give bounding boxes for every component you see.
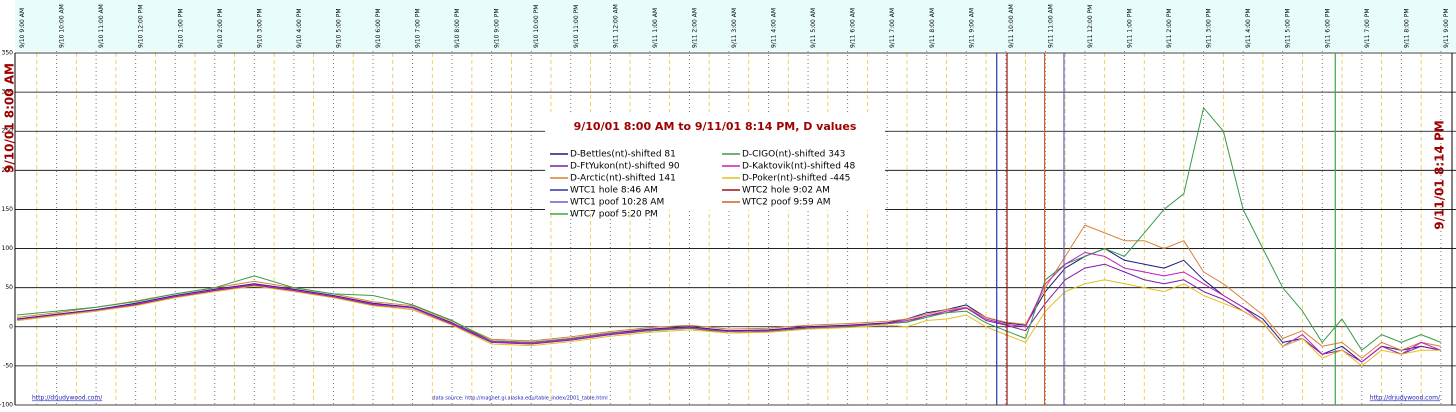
x-tick-label: 9/11 5:00 PM — [1285, 8, 1292, 48]
y-tick-label: 0 — [9, 323, 13, 330]
x-tick-label: 9/11 12:00 PM — [1087, 5, 1094, 48]
y-tick-label: 50 — [5, 284, 13, 291]
x-tick-label: 9/11 1:00 AM — [652, 8, 659, 48]
legend-label: WTC1 hole 8:46 AM — [570, 186, 658, 196]
x-tick-label: 9/10 2:00 PM — [217, 8, 224, 48]
y-tick-label: 150 — [2, 206, 14, 213]
y-tick-label: 300 — [2, 89, 14, 96]
x-tick-label: 9/10 11:00 PM — [573, 5, 580, 48]
data-source: data source: http://magnet.gi.alaska.edu… — [432, 396, 607, 402]
x-tick-label: 9/11 2:00 PM — [1166, 8, 1173, 48]
x-tick-label: 9/10 5:00 PM — [335, 8, 342, 48]
x-tick-label: 9/11 2:00 AM — [691, 8, 698, 48]
x-tick-label: 9/11 5:00 AM — [810, 8, 817, 48]
x-tick-label: 9/10 1:00 PM — [177, 8, 184, 48]
x-tick-label: 9/10 6:00 PM — [375, 8, 382, 48]
x-tick-label: 9/10 9:00 PM — [494, 8, 501, 48]
x-tick-label: 9/11 7:00 AM — [889, 8, 896, 48]
x-tick-label: 9/10 10:00 PM — [533, 5, 540, 48]
y-tick-label: 250 — [2, 128, 14, 135]
legend: D-Bettles(nt)-shifted 81 D-FtYukon(nt)-sh… — [550, 150, 855, 220]
series-line — [16, 107, 1442, 351]
legend-label: WTC2 poof 9:59 AM — [742, 198, 831, 208]
legend-label: D-Bettles(nt)-shifted 81 — [570, 150, 676, 160]
legend-label: WTC1 poof 10:28 AM — [570, 198, 664, 208]
x-tick-label: 9/11 4:00 PM — [1245, 8, 1252, 48]
x-tick-label: 9/11 6:00 AM — [850, 8, 857, 48]
legend-label: D-CIGO(nt)-shifted 343 — [742, 150, 845, 160]
x-tick-label: 9/10 10:00 AM — [59, 4, 66, 48]
end-label: 9/11/01 8:14 PM — [1433, 120, 1447, 229]
event-lines — [996, 53, 1336, 405]
x-tick-label: 9/10 11:00 AM — [98, 4, 105, 48]
legend-label: D-Kaktovik(nt)-shifted 48 — [742, 162, 855, 172]
legend-box — [545, 112, 885, 210]
y-tick-label: 350 — [2, 50, 14, 57]
footer-link[interactable]: http://drjudywood.com/ — [1370, 395, 1441, 402]
x-tick-label: 9/11 12:00 AM — [612, 4, 619, 48]
x-tick-label: 9/11 11:00 AM — [1047, 4, 1054, 48]
legend-label: D-Arctic(nt)-shifted 141 — [570, 174, 676, 184]
legend-label: WTC2 hole 9:02 AM — [742, 186, 830, 196]
x-tick-label: 9/10 4:00 PM — [296, 8, 303, 48]
x-tick-label: 9/11 10:00 AM — [1008, 4, 1015, 48]
x-tick-label: 9/10 3:00 PM — [256, 8, 263, 48]
x-tick-label: 9/10 9:00 AM — [19, 8, 26, 48]
y-tick-label: -100 — [0, 402, 13, 409]
x-tick-label: 9/11 6:00 PM — [1324, 8, 1331, 48]
x-tick-label: 9/11 9:00 PM — [1443, 8, 1450, 48]
start-label: 9/10/01 8:00 AM — [3, 63, 17, 173]
legend-label: D-FtYukon(nt)-shifted 90 — [570, 162, 680, 172]
x-tick-label: 9/10 12:00 PM — [138, 5, 145, 48]
plot-lines — [16, 107, 1442, 367]
x-tick-label: 9/11 1:00 PM — [1127, 8, 1134, 48]
x-tick-label: 9/11 7:00 PM — [1364, 8, 1371, 48]
x-tick-label: 9/11 3:00 PM — [1206, 8, 1213, 48]
series-line — [16, 224, 1441, 359]
y-tick-label: -50 — [3, 362, 13, 369]
x-tick-label: 9/10 7:00 PM — [415, 8, 422, 48]
legend-label: D-Poker(nt)-shifted -445 — [742, 174, 850, 184]
footer-link[interactable]: http://drjudywood.com/ — [32, 395, 103, 402]
x-tick-label: 9/11 4:00 AM — [771, 8, 778, 48]
y-tick-label: 200 — [2, 167, 14, 174]
grid: 9/10 9:00 AM 9/10 10:00 AM 9/10 11:00 AM 9/… — [0, 4, 1456, 409]
x-tick-label: 9/11 9:00 AM — [968, 8, 975, 48]
time-band — [15, 0, 1456, 51]
legend-label: WTC7 poof 5:20 PM — [570, 210, 658, 220]
x-tick-label: 9/11 8:00 PM — [1403, 8, 1410, 48]
x-tick-label: 9/11 8:00 AM — [929, 8, 936, 48]
series-line — [16, 279, 1441, 367]
x-tick-label: 9/10 8:00 PM — [454, 8, 461, 48]
chart-title: 9/10/01 8:00 AM to 9/11/01 8:14 PM, D va… — [574, 120, 857, 133]
x-tick-label: 9/11 3:00 AM — [731, 8, 738, 48]
y-tick-label: 100 — [2, 245, 14, 252]
